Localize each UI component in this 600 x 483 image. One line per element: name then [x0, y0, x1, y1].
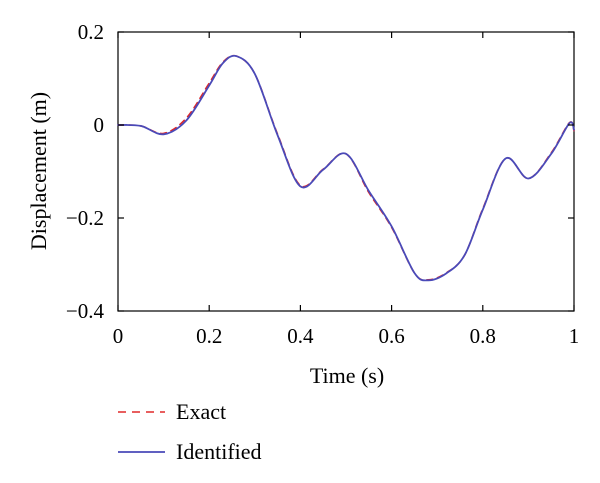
series-line-identified	[117, 54, 575, 282]
legend-label-identified: Identified	[176, 439, 262, 464]
x-axis: 0 0.2 0.4 0.6 0.8 1	[113, 32, 580, 348]
plot-area	[117, 31, 575, 312]
x-tick-label: 1	[569, 324, 580, 348]
y-tick-label: −0.2	[66, 206, 104, 230]
y-tick-label: 0	[94, 113, 105, 137]
legend: Exact Identified	[118, 399, 262, 464]
x-tick-label: 0	[113, 324, 124, 348]
y-axis-title: Displacement (m)	[26, 92, 51, 250]
plot-frame	[117, 31, 575, 312]
x-tick-label: 0.2	[196, 324, 222, 348]
y-tick-label: 0.2	[78, 20, 104, 44]
x-tick-label: 0.8	[470, 324, 496, 348]
x-tick-label: 0.4	[287, 324, 314, 348]
series-layer	[117, 54, 575, 282]
x-tick-label: 0.6	[378, 324, 404, 348]
x-axis-title: Time (s)	[310, 363, 384, 388]
series-line-exact	[117, 54, 575, 281]
y-axis: 0.2 0 −0.2 −0.4	[66, 20, 574, 323]
y-tick-label: −0.4	[66, 299, 105, 323]
legend-label-exact: Exact	[176, 399, 226, 424]
